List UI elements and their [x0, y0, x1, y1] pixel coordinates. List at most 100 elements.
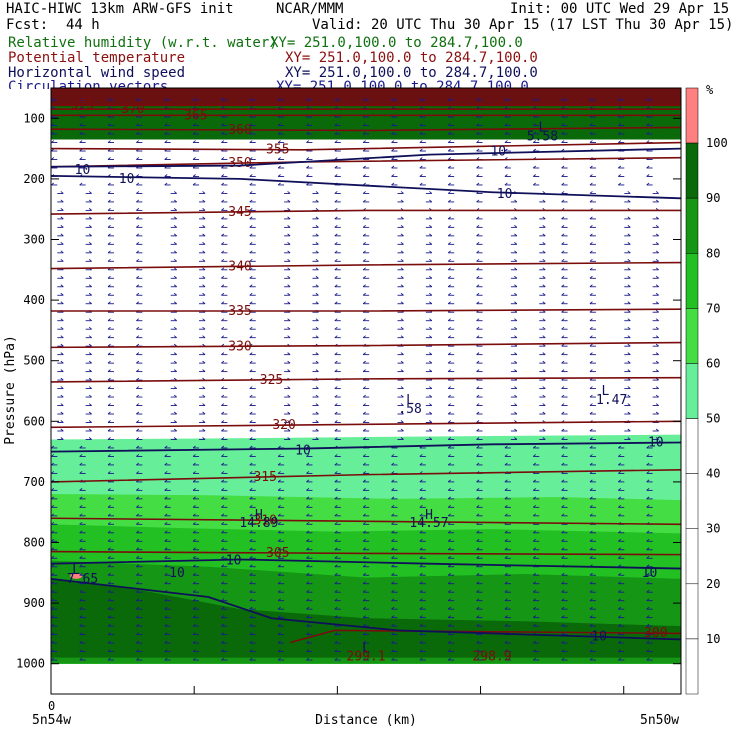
vector-arrow-head [221, 258, 225, 262]
vector-arrow-head [646, 623, 650, 627]
vector-arrow-head [532, 182, 537, 186]
vector-arrow-head [136, 513, 140, 517]
vector-arrow-head [334, 241, 338, 245]
vector-arrow-head [136, 428, 140, 432]
colorbar-segment [685, 142, 699, 199]
vector-arrow-head [561, 394, 565, 398]
vector-arrow-head [249, 615, 253, 618]
vector-arrow-head [514, 225, 518, 228]
vector-arrow-head [504, 106, 508, 109]
vector-arrow-head [627, 403, 631, 406]
vector-arrow-head [221, 394, 225, 398]
vector-arrow-head [315, 199, 319, 203]
vector-arrow-head [504, 454, 508, 457]
vector-arrow-head [391, 454, 395, 457]
vector-arrow-head [136, 275, 140, 279]
vector-arrow-head [419, 182, 423, 186]
vector-arrow-head [202, 191, 206, 194]
vector-arrow-head [79, 140, 83, 143]
vector-arrow-head [504, 598, 508, 602]
vector-arrow-head [589, 462, 593, 466]
vector-arrow-head [362, 538, 366, 542]
vector-arrow-head [419, 521, 423, 525]
vector-arrow-head [88, 241, 92, 245]
vector-arrow-head [362, 140, 366, 143]
vector-arrow-head [315, 233, 319, 237]
vector-arrow-head [107, 123, 111, 126]
vector-arrow-head [277, 182, 281, 186]
vector-arrow-head [221, 241, 225, 245]
vector-arrow-head [429, 275, 433, 279]
vector-arrow-head [589, 165, 593, 169]
vector-arrow-head [136, 377, 140, 381]
vector-arrow-head [447, 581, 451, 585]
vector-arrow-head [164, 471, 168, 474]
vector-arrow-head [334, 174, 338, 177]
vector-arrow-head [88, 225, 92, 228]
vector-arrow-head [107, 513, 111, 517]
vector-arrow-head [164, 496, 168, 500]
theta-label-325: 325 [260, 373, 283, 388]
vector-arrow-head [391, 555, 395, 559]
vector-arrow-head [107, 352, 111, 355]
vector-arrow-head [306, 538, 310, 542]
vector-arrow-head [627, 352, 631, 355]
annotation-label: 14.57 [409, 516, 448, 531]
vector-arrow-head [136, 403, 140, 406]
vector-arrow-head [476, 555, 480, 559]
vector-arrow-head [334, 123, 338, 126]
vector-arrow-head [334, 301, 338, 305]
vector-arrow-head [618, 572, 622, 576]
vector-arrow-head [561, 657, 565, 661]
vector-arrow-head [287, 369, 291, 372]
vector-arrow-head [447, 267, 451, 271]
vector-arrow-head [306, 530, 310, 534]
vector-arrow-head [362, 640, 366, 644]
vector-arrow-head [589, 555, 593, 559]
vector-arrow-head [334, 589, 338, 593]
vector-arrow-head [221, 615, 225, 618]
vector-arrow-head [419, 106, 423, 109]
vector-arrow-head [504, 555, 508, 559]
vector-arrow-head [221, 386, 225, 389]
vector-arrow-head [655, 369, 659, 372]
vector-arrow-head [400, 250, 404, 254]
vector-arrow-head [561, 513, 565, 517]
vector-arrow-head [429, 386, 433, 389]
vector-arrow-head [334, 521, 338, 525]
vector-arrow-head [419, 496, 423, 500]
vector-arrow-head [249, 318, 253, 322]
vector-arrow-head [419, 572, 423, 576]
vector-arrow-head [192, 530, 196, 534]
vector-arrow-head [88, 284, 92, 288]
vector-arrow-head [655, 437, 659, 440]
vector-arrow-head [447, 649, 451, 652]
vector-arrow-head [107, 615, 111, 618]
vector-arrow-head [173, 258, 177, 262]
wind-speed-label: 10 [591, 629, 607, 644]
vector-arrow-head [315, 284, 319, 288]
vector-arrow-head [646, 123, 650, 126]
vector-arrow-head [589, 369, 593, 372]
vector-arrow-head [561, 411, 565, 415]
vector-arrow-head [514, 411, 518, 415]
vector-arrow-head [192, 598, 196, 602]
vector-arrow-head [164, 564, 168, 568]
vector-arrow-head [655, 292, 659, 296]
annotation-label: 298.9 [472, 649, 511, 664]
x-endpoint-right: 5n50w [640, 713, 679, 728]
vector-arrow-head [429, 335, 433, 339]
vector-arrow-head [107, 360, 111, 364]
vector-arrow-head [542, 360, 546, 364]
vector-arrow-head [221, 352, 225, 355]
vector-arrow-head [107, 420, 111, 423]
vector-arrow-head [400, 326, 404, 330]
vector-arrow-head [646, 165, 650, 169]
vector-arrow-head [315, 428, 319, 432]
vector-arrow-head [51, 649, 55, 652]
annotation-label: H [425, 508, 433, 523]
vector-arrow-head [419, 589, 423, 593]
vector-arrow-head [476, 258, 480, 262]
vector-arrow-head [362, 623, 366, 627]
